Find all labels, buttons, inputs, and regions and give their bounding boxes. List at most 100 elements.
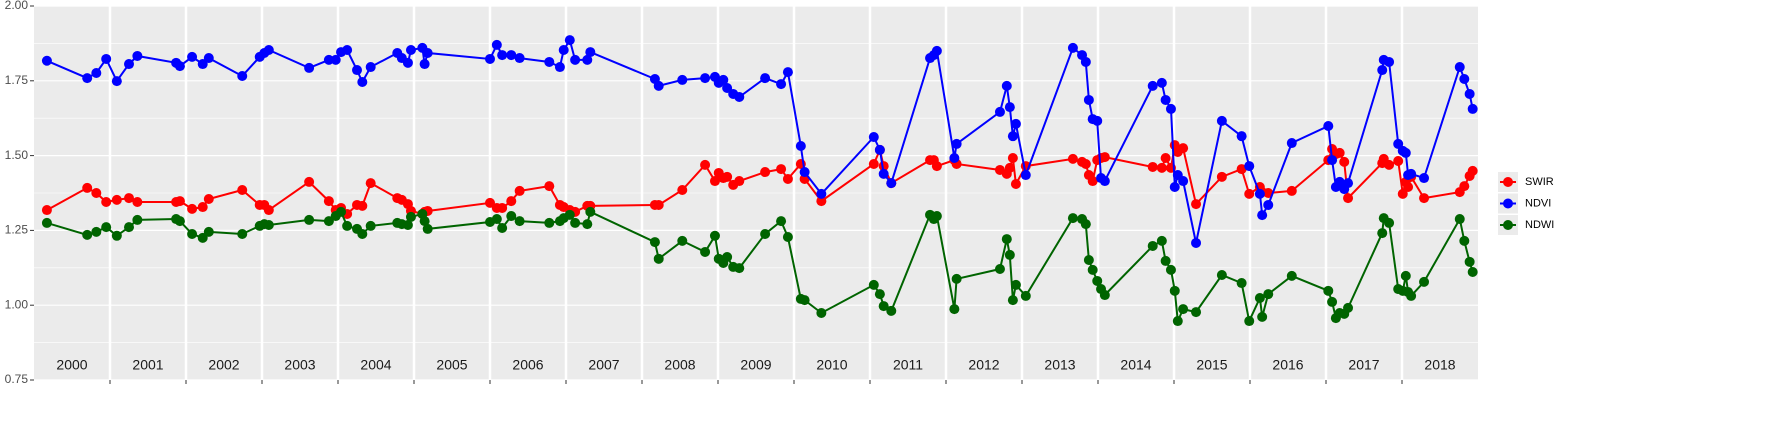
point [677,235,688,246]
point [722,171,733,182]
point [677,185,688,196]
point [342,220,353,231]
point [1067,213,1078,224]
point [506,211,517,222]
point [342,44,353,55]
y-tick-label: 1.00 [5,297,29,311]
point [1001,234,1012,245]
point [1010,279,1021,290]
point [868,279,879,290]
point [101,53,112,64]
point [544,217,555,228]
point [951,273,962,284]
point [1160,94,1171,105]
point [304,176,315,187]
legend-label: NDWI [1525,219,1554,231]
point [1216,115,1227,126]
point [1323,285,1334,296]
point [1467,165,1478,176]
point [514,216,525,227]
point [1419,173,1430,184]
point [649,237,660,248]
point [1263,199,1274,210]
point [1191,307,1202,318]
year-label: 2010 [816,357,847,373]
point [365,220,376,231]
point [1165,264,1176,275]
point [700,159,711,170]
point [1156,77,1167,88]
point [1254,188,1265,199]
point [1454,62,1465,73]
point [323,196,334,207]
point [1004,162,1015,173]
point [132,214,143,225]
point [1099,290,1110,301]
point [402,220,413,231]
point [1459,235,1470,246]
point [1327,155,1338,166]
year-label: 2012 [968,357,999,373]
point [1165,103,1176,114]
legend-point [1503,198,1513,209]
legend-label: NDVI [1525,197,1551,209]
point [1087,176,1098,187]
point [1092,275,1103,286]
point [1067,42,1078,53]
point [82,182,93,193]
point [582,219,593,230]
year-label: 2001 [132,357,163,373]
point [1099,176,1110,187]
point [91,226,102,237]
point [491,39,502,50]
point [174,216,185,227]
point [1400,147,1411,158]
point [949,152,960,163]
point [1400,270,1411,281]
point [1080,56,1091,67]
point [1323,120,1334,131]
point [1080,158,1091,169]
point [506,196,517,207]
point [101,196,112,207]
point [582,54,593,65]
point [874,289,885,300]
point [1172,316,1183,327]
point [82,229,93,240]
point [799,295,810,306]
point [1099,152,1110,163]
point [352,65,362,76]
point [1257,311,1268,322]
point [653,80,664,91]
point [357,76,368,87]
point [570,217,581,228]
point [816,307,827,318]
point [330,54,341,65]
point [1343,178,1354,189]
point [497,202,508,213]
point [1169,285,1180,296]
point [760,167,771,178]
point [718,74,729,85]
point [886,178,897,189]
year-label: 2007 [588,357,619,373]
point [1334,147,1345,158]
point [760,73,771,84]
point [1244,161,1255,172]
point [1020,170,1031,181]
point [1147,161,1158,172]
point [485,53,495,64]
point [544,181,555,192]
point [1419,276,1430,287]
point [336,206,347,217]
point [931,161,942,172]
point [41,55,52,66]
year-label: 2009 [740,357,771,373]
point [1083,94,1094,105]
point [1286,138,1297,149]
point [1087,264,1098,275]
point [237,228,248,239]
point [237,185,248,196]
point [1092,115,1103,126]
